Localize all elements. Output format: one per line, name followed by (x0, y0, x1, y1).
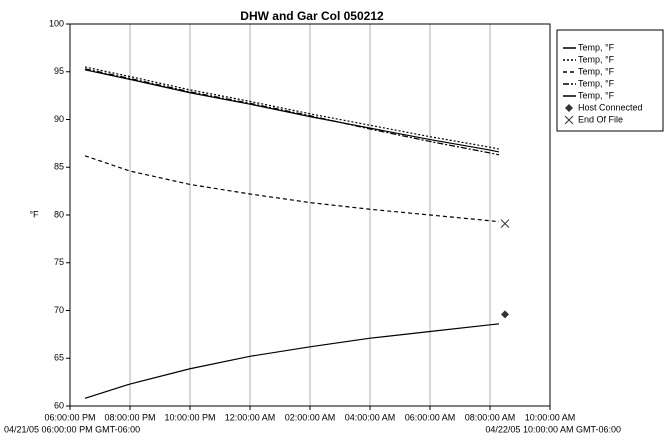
x-tick-label: 06:00:00 PM (44, 412, 95, 422)
y-tick-label: 65 (54, 353, 64, 363)
chart-title: DHW and Gar Col 050212 (240, 9, 384, 23)
y-tick-label: 95 (54, 66, 64, 76)
legend-label: Temp, °F (578, 54, 615, 64)
x-tick-label: 06:00:00 AM (405, 412, 456, 422)
y-tick-label: 90 (54, 114, 64, 124)
start-label: 04/21/05 06:00:00 PM GMT-06:00 (4, 424, 140, 434)
line-series (84, 69, 500, 153)
legend-label: Temp, °F (578, 66, 615, 76)
legend-label: Host Connected (578, 102, 643, 112)
legend-label: Temp, °F (578, 90, 615, 100)
x-tick-label: 02:00:00 AM (285, 412, 336, 422)
y-tick-label: 60 (54, 400, 64, 410)
end-label: 04/22/05 10:00:00 AM GMT-06:00 (485, 424, 621, 434)
y-axis-label: °F (29, 209, 39, 219)
marker (501, 310, 509, 319)
plot-frame (69, 23, 551, 407)
legend-label: Temp, °F (578, 42, 615, 52)
y-tick-label: 85 (54, 162, 64, 172)
legend-box (556, 29, 664, 132)
marker (500, 219, 510, 228)
y-tick-label: 100 (49, 18, 64, 28)
x-tick-label: 08:00:00 AM (465, 412, 516, 422)
legend-label: Temp, °F (578, 78, 615, 88)
line-series (84, 66, 500, 150)
legend-label: End Of File (578, 114, 623, 124)
y-tick-label: 80 (54, 209, 64, 219)
x-tick-label: 10:00:00 AM (525, 412, 576, 422)
line-series (84, 68, 500, 156)
x-tick-label: 12:00:00 AM (225, 412, 276, 422)
line-series (84, 323, 500, 399)
y-tick-label: 75 (54, 257, 64, 267)
x-tick-label: 10:00:00 PM (164, 412, 215, 422)
x-tick-label: 08:00:00 PM (104, 412, 155, 422)
y-tick-label: 70 (54, 305, 64, 315)
marker (564, 115, 574, 125)
x-tick-label: 04:00:00 AM (345, 412, 396, 422)
marker (565, 104, 573, 112)
